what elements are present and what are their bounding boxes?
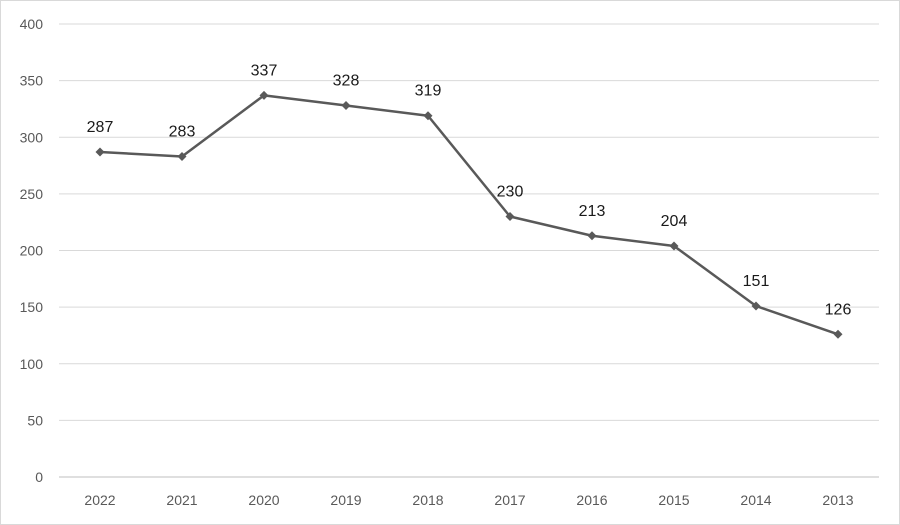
- data-label: 319: [415, 83, 442, 100]
- data-label: 337: [251, 62, 278, 79]
- x-tick-label: 2018: [412, 492, 443, 508]
- series-line: [99, 94, 839, 336]
- x-tick-label: 2021: [166, 492, 197, 508]
- x-tick-label: 2013: [822, 492, 853, 508]
- data-label: 151: [743, 273, 770, 290]
- y-tick-label: 0: [35, 469, 43, 485]
- y-tick-label: 250: [20, 186, 44, 202]
- series-line-group: [95, 90, 843, 339]
- data-label: 213: [579, 203, 606, 220]
- data-label: 287: [87, 119, 114, 136]
- data-point-marker: [669, 241, 679, 251]
- data-point-marker: [341, 101, 351, 111]
- data-point-marker: [177, 152, 187, 162]
- x-axis-tick-labels: 2022 2021 2020 2019 2018 2017 2016 2015 2014 2013: [84, 492, 853, 508]
- data-point-marker: [505, 212, 515, 222]
- data-point-marker: [751, 301, 761, 311]
- data-point-marker: [259, 90, 269, 100]
- x-tick-label: 2017: [494, 492, 525, 508]
- gridlines: [59, 23, 879, 478]
- x-tick-label: 2020: [248, 492, 279, 508]
- data-label: 283: [169, 124, 196, 141]
- data-labels: 287 283 337 328 319 230 213 204 151 126: [87, 62, 852, 318]
- data-label: 328: [333, 73, 360, 90]
- data-point-marker: [833, 329, 843, 339]
- data-label: 204: [661, 213, 688, 230]
- y-axis-tick-labels: 0 50 100 150 200 250 300 350 400: [20, 16, 44, 485]
- y-tick-label: 400: [20, 16, 44, 32]
- data-point-marker: [587, 231, 597, 241]
- data-label: 126: [825, 301, 852, 318]
- y-tick-label: 300: [20, 129, 44, 145]
- data-point-marker: [95, 147, 105, 157]
- y-tick-label: 200: [20, 243, 44, 259]
- y-tick-label: 150: [20, 299, 44, 315]
- y-tick-label: 350: [20, 73, 44, 89]
- y-tick-label: 50: [27, 412, 43, 428]
- x-tick-label: 2016: [576, 492, 607, 508]
- x-tick-label: 2019: [330, 492, 361, 508]
- data-label: 230: [497, 184, 524, 201]
- x-tick-label: 2022: [84, 492, 115, 508]
- x-tick-label: 2014: [740, 492, 771, 508]
- data-point-marker: [423, 111, 433, 121]
- x-tick-label: 2015: [658, 492, 689, 508]
- y-tick-label: 100: [20, 356, 44, 372]
